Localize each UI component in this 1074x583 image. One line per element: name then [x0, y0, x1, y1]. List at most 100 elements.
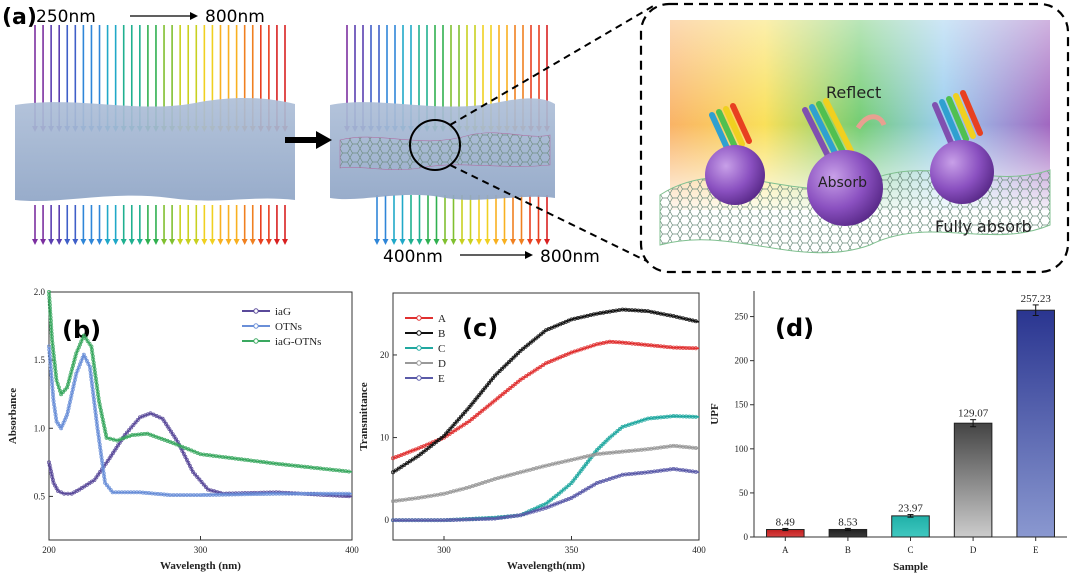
x-tick-label: E: [1033, 545, 1039, 555]
data-point: [495, 371, 500, 376]
data-point: [518, 377, 523, 382]
panel-a-label: (a): [2, 5, 37, 30]
chart-d: 0 50 100 150 200 250 Sample UPF (d) 8.49 A 8.53 B 23.…: [709, 291, 1067, 573]
ray-arrowhead: [56, 239, 63, 245]
data-point: [531, 338, 536, 343]
data-point: [532, 368, 537, 373]
legend-label: A: [438, 313, 446, 325]
data-point: [505, 388, 510, 393]
data-point: [416, 453, 421, 458]
data-point: [603, 439, 608, 444]
data-point: [399, 464, 404, 469]
ray-arrowhead: [249, 239, 256, 245]
data-point: [578, 469, 583, 474]
x-tick-label: 350: [565, 545, 579, 555]
x-tick-label: 300: [437, 545, 451, 555]
y-tick-label: 0: [385, 515, 390, 525]
data-point: [469, 402, 474, 407]
data-point: [503, 390, 508, 395]
data-point: [533, 336, 538, 341]
data-point: [477, 392, 482, 397]
data-point: [203, 485, 208, 490]
data-point: [485, 383, 490, 388]
data-point: [521, 346, 526, 351]
data-point: [549, 497, 554, 502]
y-tick-label: 250: [735, 312, 749, 322]
ray-arrowhead: [535, 239, 542, 245]
data-point: [63, 387, 68, 392]
data-point: [583, 487, 588, 492]
data-point: [612, 431, 617, 436]
ray-arrowhead: [177, 239, 184, 245]
data-point: [195, 474, 200, 479]
x-tick-label: 400: [692, 545, 706, 555]
data-point: [346, 494, 351, 499]
data-point: [183, 454, 188, 459]
ray-arrowhead: [476, 239, 482, 245]
data-point: [489, 378, 494, 383]
ray-arrowhead: [450, 239, 457, 245]
data-point: [465, 407, 470, 412]
incoming-light-beams: [709, 90, 983, 163]
data-point: [85, 339, 90, 344]
data-point: [92, 478, 97, 482]
data-point: [551, 495, 556, 500]
legend-label: iaG-OTNs: [275, 336, 321, 348]
data-point: [61, 389, 66, 394]
x-tick-label: C: [907, 545, 913, 555]
data-point: [429, 443, 434, 448]
bar-E: [1016, 309, 1055, 538]
ray-arrowhead: [257, 239, 264, 245]
data-point: [595, 448, 599, 452]
series-line-C: [393, 415, 700, 521]
data-point: [452, 421, 457, 426]
ray-arrowhead: [169, 239, 176, 245]
ray-arrowhead: [382, 239, 389, 245]
data-point: [473, 397, 478, 402]
data-point: [133, 420, 138, 425]
legend-marker: [416, 345, 422, 351]
nanoparticle-sphere: [807, 150, 883, 226]
data-point: [74, 371, 79, 376]
data-point: [104, 483, 109, 488]
data-point: [479, 390, 484, 395]
data-point: [450, 424, 455, 429]
data-point: [572, 494, 577, 499]
data-point: [106, 485, 111, 490]
data-point: [180, 448, 185, 453]
ray-arrowhead: [120, 239, 127, 245]
data-point: [544, 501, 548, 506]
data-point: [527, 372, 531, 377]
ray-arrowhead: [408, 239, 414, 245]
data-point: [402, 462, 407, 467]
y-tick-label: 0: [744, 532, 749, 542]
data-point: [497, 369, 502, 374]
ray-arrowhead: [225, 239, 232, 245]
absorb-label: Absorb: [818, 175, 867, 191]
data-point: [431, 441, 436, 446]
data-point: [444, 433, 449, 438]
data-point: [55, 382, 60, 386]
data-point: [569, 481, 574, 485]
data-point: [396, 466, 401, 471]
data-point: [575, 492, 580, 497]
legend-label: C: [438, 343, 445, 355]
reflect-label: Reflect: [826, 83, 881, 102]
data-point: [75, 368, 80, 373]
data-point: [96, 472, 101, 477]
data-point: [493, 373, 497, 378]
data-point: [190, 469, 195, 474]
data-point: [584, 462, 589, 467]
data-point: [513, 381, 518, 386]
data-point: [187, 463, 192, 468]
data-point: [448, 426, 453, 431]
data-point: [148, 411, 153, 416]
data-point: [618, 427, 622, 431]
data-point: [599, 443, 604, 448]
data-point: [485, 404, 490, 409]
data-point: [538, 364, 543, 369]
ray-arrowhead: [501, 239, 508, 245]
data-point: [424, 447, 429, 452]
data-point: [434, 439, 439, 444]
data-point: [597, 445, 602, 450]
